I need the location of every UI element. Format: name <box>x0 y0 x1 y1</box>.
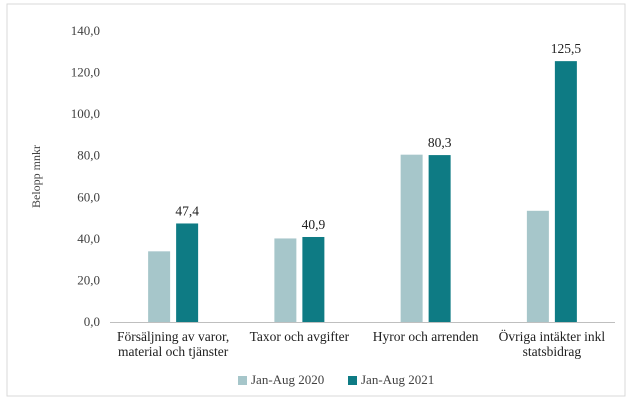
y-tick-label: 40,0 <box>77 231 100 246</box>
bar-jan-aug-2020 <box>148 251 171 322</box>
y-axis-label-group: Belopp mnkr <box>29 145 43 208</box>
y-tick-label: 100,0 <box>71 106 100 121</box>
y-ticks: 0,0 20,0 40,0 60,0 80,0 100,0 120,0 140,0 <box>71 23 100 329</box>
bar-jan-aug-2021 <box>554 61 577 323</box>
data-label: 47,4 <box>175 203 199 218</box>
category-label: Försäljning av varor, <box>117 329 229 344</box>
bar-jan-aug-2020 <box>526 210 549 322</box>
category-label: Taxor och avgifter <box>250 329 350 344</box>
bars <box>148 61 577 323</box>
y-tick-label: 120,0 <box>71 65 100 80</box>
y-axis-label: Belopp mnkr <box>29 145 43 208</box>
bar-jan-aug-2021 <box>428 155 451 322</box>
bar-jan-aug-2021 <box>302 236 325 322</box>
category-label: material och tjänster <box>118 344 229 359</box>
category-label: Övriga intäkter inkl <box>499 329 606 344</box>
y-tick-label: 140,0 <box>71 23 100 38</box>
y-tick-label: 80,0 <box>77 148 100 163</box>
legend-swatch <box>238 376 247 385</box>
bar-jan-aug-2021 <box>176 223 199 322</box>
y-tick-label: 0,0 <box>84 314 100 329</box>
bar-jan-aug-2020 <box>400 154 423 322</box>
category-labels: Försäljning av varor,material och tjänst… <box>117 329 605 359</box>
chart-border <box>6 3 626 397</box>
bar-jan-aug-2020 <box>274 238 297 322</box>
legend-swatch <box>348 376 357 385</box>
legend-label: Jan-Aug 2020 <box>251 372 324 387</box>
y-tick-label: 60,0 <box>77 189 100 204</box>
data-label: 80,3 <box>428 135 452 150</box>
legend-label: Jan-Aug 2021 <box>361 372 434 387</box>
category-label: statsbidrag <box>523 344 582 359</box>
category-label: Hyror och arrenden <box>373 329 479 344</box>
data-label: 125,5 <box>551 41 582 56</box>
legend: Jan-Aug 2020 Jan-Aug 2021 <box>238 372 434 387</box>
data-label: 40,9 <box>302 217 326 232</box>
data-labels: 47,4 40,9 80,3 125,5 <box>175 41 581 232</box>
y-tick-label: 20,0 <box>77 272 100 287</box>
